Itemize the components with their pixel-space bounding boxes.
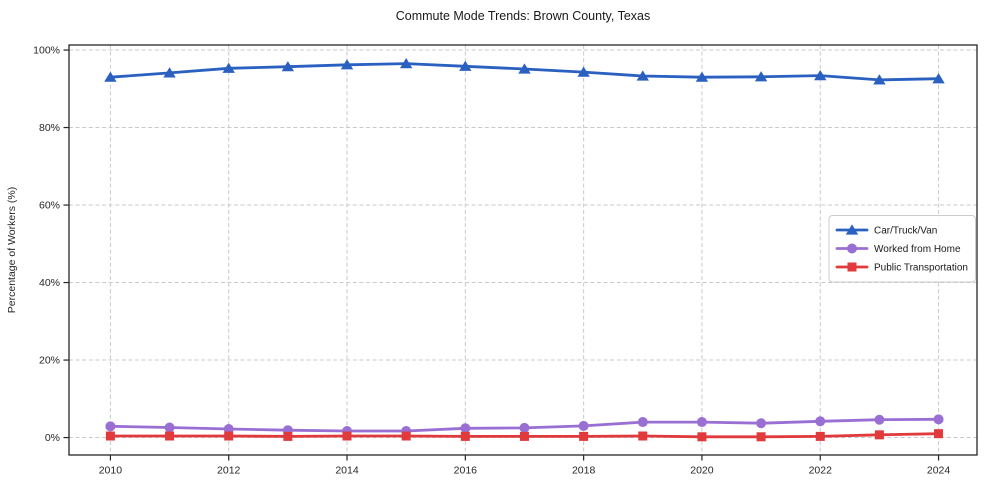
data-point-public-transportation <box>519 431 529 441</box>
data-point-worked-from-home <box>815 416 826 427</box>
data-point-car-truck-van <box>104 71 117 82</box>
data-point-car-truck-van <box>636 70 649 81</box>
series-public-transportation <box>105 429 944 442</box>
data-point-public-transportation <box>165 431 175 441</box>
x-tick-label: 2020 <box>690 465 714 477</box>
data-point-public-transportation <box>756 432 766 442</box>
data-point-car-truck-van <box>873 74 886 85</box>
x-tick-label: 2024 <box>927 465 951 477</box>
data-point-public-transportation <box>342 431 352 441</box>
circle-marker-icon <box>847 243 857 254</box>
x-tick-label: 2012 <box>217 465 241 477</box>
y-tick-label: 0% <box>45 432 60 444</box>
y-tick-label: 100% <box>33 45 60 57</box>
data-point-public-transportation <box>224 431 234 441</box>
data-point-car-truck-van <box>340 59 354 70</box>
data-point-public-transportation <box>283 431 293 441</box>
data-point-worked-from-home <box>933 414 944 425</box>
legend-item-public-transportation: Public Transportation <box>835 262 968 273</box>
plot-frame <box>68 44 978 456</box>
data-point-worked-from-home <box>164 422 175 433</box>
data-point-worked-from-home <box>519 422 530 433</box>
data-point-car-truck-van <box>399 58 413 69</box>
data-point-public-transportation <box>815 431 825 441</box>
data-point-car-truck-van <box>814 70 827 81</box>
legend-item-car-truck-van: Car/Truck/Van <box>835 224 937 236</box>
data-point-car-truck-van <box>932 73 945 84</box>
data-point-public-transportation <box>638 431 648 441</box>
legend-item-worked-from-home: Worked from Home <box>835 243 961 255</box>
data-point-car-truck-van <box>222 62 235 73</box>
legend: Car/Truck/Van Worked from Home Public Tran… <box>828 215 976 283</box>
data-point-car-truck-van <box>754 71 768 82</box>
data-point-car-truck-van <box>459 60 472 71</box>
axis-tick-labels: 0% 20% 40% 60% 80% 100% 2010 2012 2014 2016 2018 20… <box>33 45 950 477</box>
legend-label: Public Transportation <box>874 262 968 273</box>
data-point-car-truck-van <box>577 66 590 77</box>
y-tick-label: 80% <box>39 122 60 134</box>
data-point-worked-from-home <box>578 420 589 431</box>
y-tick-label: 40% <box>39 277 60 289</box>
chart-title: Commute Mode Trends: Brown County, Texas <box>396 9 651 23</box>
x-tick-label: 2016 <box>454 465 478 477</box>
x-tick-label: 2018 <box>572 465 596 477</box>
data-point-car-truck-van <box>281 61 295 72</box>
x-tick-label: 2010 <box>99 465 123 477</box>
data-point-public-transportation <box>579 431 589 441</box>
data-point-public-transportation <box>460 431 470 441</box>
data-point-car-truck-van <box>518 63 531 74</box>
legend-box <box>828 215 976 283</box>
x-tick-label: 2022 <box>809 465 833 477</box>
y-tick-label: 20% <box>39 355 60 367</box>
data-point-worked-from-home <box>637 417 648 428</box>
triangle-marker-icon <box>845 224 859 235</box>
data-point-public-transportation <box>697 432 707 442</box>
data-point-car-truck-van <box>695 71 709 82</box>
data-point-public-transportation <box>105 431 115 441</box>
y-tick-label: 60% <box>39 200 60 212</box>
legend-label: Car/Truck/Van <box>874 225 937 236</box>
y-axis-label: Percentage of Workers (%) <box>6 187 18 313</box>
axis-ticks <box>63 49 940 461</box>
legend-label: Worked from Home <box>874 244 961 255</box>
series-layer <box>104 58 945 442</box>
data-point-worked-from-home <box>460 423 471 434</box>
data-point-worked-from-home <box>874 414 885 425</box>
data-point-car-truck-van <box>163 67 176 78</box>
data-point-public-transportation <box>401 431 411 441</box>
data-point-worked-from-home <box>756 418 767 429</box>
x-tick-label: 2014 <box>335 465 359 477</box>
series-car-truck-van <box>104 58 945 85</box>
square-marker-icon <box>847 262 857 272</box>
data-point-worked-from-home <box>696 417 707 428</box>
data-point-public-transportation <box>934 429 944 439</box>
data-point-worked-from-home <box>105 421 116 432</box>
data-point-public-transportation <box>874 430 884 440</box>
